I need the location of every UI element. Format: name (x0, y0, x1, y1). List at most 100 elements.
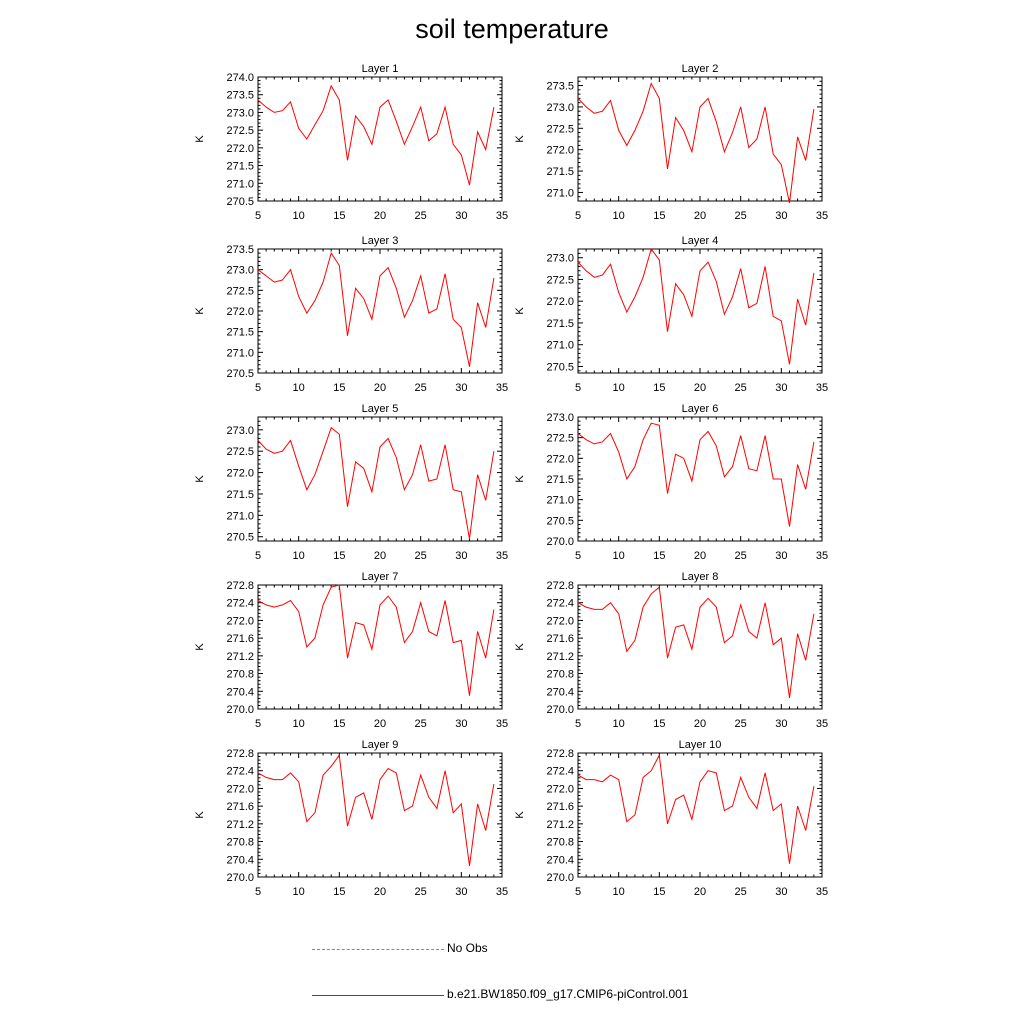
y-axis-label: K (194, 811, 206, 819)
x-tick-label: 10 (613, 550, 625, 562)
x-tick-label: 5 (575, 210, 581, 222)
series-line (577, 422, 815, 527)
x-tick-label: 10 (293, 550, 305, 562)
x-tick-label: 35 (816, 210, 828, 222)
x-tick-label: 15 (333, 718, 345, 730)
y-tick-label: 270.5 (226, 368, 254, 380)
panel-layer-8: Layer 8 5 10 15 20 25 30 35 270.0 270.4 270.8 271.2… (514, 571, 828, 730)
y-tick-label: 273.0 (546, 253, 574, 265)
x-tick-label: 35 (816, 550, 828, 562)
y-tick-label: 271.0 (546, 495, 574, 507)
series-line (257, 426, 495, 539)
y-tick-label: 271.5 (226, 327, 254, 339)
y-tick-label: 271.0 (226, 347, 254, 359)
panel-layer-5: Layer 5 5 10 15 20 25 30 35 270.5 271.0 271.5 272.0… (194, 403, 508, 562)
x-tick-label: 30 (775, 550, 787, 562)
y-tick-label: 273.0 (226, 425, 254, 437)
y-axis-label: K (194, 135, 206, 143)
x-tick-label: 20 (374, 550, 386, 562)
y-tick-label: 271.2 (546, 819, 574, 831)
y-tick-label: 271.5 (546, 166, 574, 178)
y-tick-label: 272.4 (226, 598, 254, 610)
x-tick-label: 20 (374, 210, 386, 222)
y-tick-label: 272.8 (546, 580, 574, 592)
x-tick-label: 10 (613, 718, 625, 730)
x-tick-label: 5 (255, 550, 261, 562)
plot-frame (257, 584, 503, 710)
y-tick-label: 272.0 (546, 296, 574, 308)
x-tick-label: 20 (374, 382, 386, 394)
y-tick-label: 270.0 (226, 872, 254, 884)
panel-layer-4: Layer 4 5 10 15 20 25 30 35 270.5 271.0 271.5 272.0… (514, 235, 828, 394)
y-tick-label: 272.0 (226, 783, 254, 795)
x-tick-label: 10 (293, 886, 305, 898)
x-tick-label: 10 (293, 210, 305, 222)
x-tick-label: 15 (653, 382, 665, 394)
x-tick-label: 10 (613, 886, 625, 898)
y-tick-label: 272.0 (226, 143, 254, 155)
y-tick-label: 272.4 (546, 766, 574, 778)
x-tick-label: 20 (694, 886, 706, 898)
x-tick-label: 20 (694, 382, 706, 394)
y-tick-label: 271.5 (226, 161, 254, 173)
y-tick-label: 270.0 (546, 872, 574, 884)
x-tick-label: 5 (575, 550, 581, 562)
x-tick-label: 25 (415, 718, 427, 730)
y-tick-label: 270.0 (226, 704, 254, 716)
y-tick-label: 270.5 (226, 532, 254, 544)
y-tick-label: 272.8 (226, 580, 254, 592)
y-tick-label: 271.5 (226, 489, 254, 501)
plot-frame (577, 248, 823, 374)
x-tick-label: 25 (735, 210, 747, 222)
x-tick-label: 25 (735, 886, 747, 898)
y-tick-label: 273.0 (546, 412, 574, 424)
series-line (257, 753, 495, 866)
panel-title: Layer 5 (362, 403, 399, 415)
y-tick-label: 271.0 (226, 178, 254, 190)
y-axis-label: K (514, 811, 526, 819)
x-tick-label: 5 (575, 886, 581, 898)
x-tick-label: 15 (333, 382, 345, 394)
y-axis-label: K (194, 475, 206, 483)
panel-title: Layer 1 (362, 63, 399, 75)
x-tick-label: 35 (816, 382, 828, 394)
x-tick-label: 20 (374, 718, 386, 730)
x-tick-label: 25 (415, 382, 427, 394)
y-tick-label: 272.4 (546, 598, 574, 610)
panel-title: Layer 6 (682, 403, 719, 415)
x-tick-label: 25 (415, 550, 427, 562)
x-tick-label: 15 (653, 210, 665, 222)
y-tick-label: 271.6 (226, 633, 254, 645)
panel-layer-1: Layer 1 5 10 15 20 25 30 35 270.5 271.0 271.5 272.0… (194, 63, 508, 222)
panel-title: Layer 2 (682, 63, 719, 75)
y-tick-label: 270.8 (546, 837, 574, 849)
x-tick-label: 20 (374, 886, 386, 898)
y-tick-label: 272.5 (226, 125, 254, 137)
y-tick-label: 270.8 (226, 837, 254, 849)
series-line (577, 247, 815, 365)
panel-layer-6: Layer 6 5 10 15 20 25 30 35 270.0 270.5 271.0 271.5… (514, 403, 828, 562)
x-tick-label: 5 (255, 718, 261, 730)
x-tick-label: 15 (333, 550, 345, 562)
y-tick-label: 271.0 (546, 187, 574, 199)
x-tick-label: 15 (653, 718, 665, 730)
y-tick-label: 272.0 (546, 615, 574, 627)
y-tick-label: 274.0 (226, 72, 254, 84)
plot-frame (257, 248, 503, 374)
y-tick-label: 270.4 (226, 686, 254, 698)
y-tick-label: 273.5 (546, 81, 574, 93)
x-tick-label: 30 (455, 550, 467, 562)
y-tick-label: 271.6 (546, 801, 574, 813)
x-tick-label: 25 (415, 886, 427, 898)
x-tick-label: 30 (455, 718, 467, 730)
y-tick-label: 271.2 (226, 651, 254, 663)
y-tick-label: 272.0 (546, 145, 574, 157)
y-axis-label: K (514, 475, 526, 483)
y-tick-label: 271.2 (546, 651, 574, 663)
panel-title: Layer 9 (362, 739, 399, 751)
plot-frame (257, 752, 503, 878)
x-tick-label: 30 (775, 886, 787, 898)
panel-layer-10: Layer 10 5 10 15 20 25 30 35 270.0 270.4 270.8 271.… (514, 739, 828, 898)
x-tick-label: 20 (694, 550, 706, 562)
x-tick-label: 15 (653, 550, 665, 562)
